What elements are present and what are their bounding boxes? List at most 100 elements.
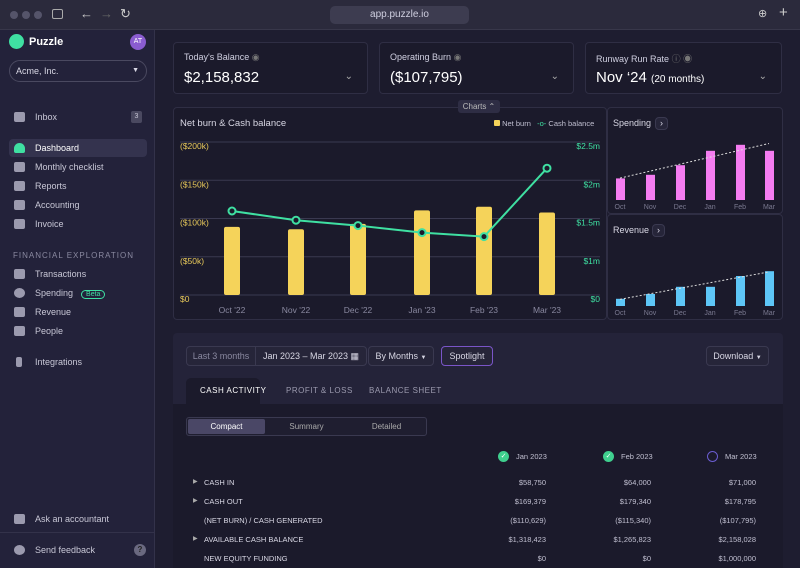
cash-balance-point — [479, 232, 489, 242]
eye-icon: ◉ — [251, 52, 260, 62]
sidebar-item-invoice[interactable]: Invoice — [9, 215, 147, 233]
folder-icon — [14, 200, 25, 210]
legend-swatch-net-burn — [494, 120, 500, 126]
sidebar-item-spending[interactable]: Spending Beta — [9, 284, 147, 302]
caret-down-icon: ▼ — [755, 355, 762, 361]
table-row-label: NEW EQUITY FUNDING — [204, 554, 288, 563]
spending-bar — [616, 178, 625, 200]
spotlight-button[interactable]: Spotlight — [441, 346, 493, 366]
x-tick-label: Oct '22 — [219, 305, 246, 315]
sidebar-item-inbox[interactable]: Inbox 3 — [9, 108, 147, 126]
tab-profit-loss[interactable]: PROFIT & LOSS — [286, 386, 353, 395]
sidebar-item-monthly-checklist[interactable]: Monthly checklist — [9, 158, 147, 176]
sidebar-item-transactions[interactable]: Transactions — [9, 265, 147, 283]
sidebar-item-reports[interactable]: Reports — [9, 177, 147, 195]
url-text: app.puzzle.io — [370, 9, 429, 20]
kpi-value: ($107,795) — [390, 69, 463, 86]
spending-expand-button[interactable]: › — [655, 117, 668, 130]
net-burn-bar — [288, 229, 304, 295]
company-selector[interactable]: Acme, Inc. ▼ — [9, 60, 147, 82]
view-compact[interactable]: Compact — [188, 419, 265, 434]
date-range-picker[interactable]: Jan 2023 – Mar 2023 ▦ — [255, 346, 367, 366]
kpi-card-runway[interactable]: Runway Run Rate ⓘ ◉ Nov ‘24 (20 months) … — [585, 42, 782, 94]
kpi-label: Runway Run Rate ⓘ ◉ — [596, 54, 693, 64]
chart-title: Net burn & Cash balance — [180, 118, 287, 129]
sidebar-item-revenue[interactable]: Revenue — [9, 303, 147, 321]
sidebar-item-accounting[interactable]: Accounting — [9, 196, 147, 214]
tab-balance-sheet[interactable]: BALANCE SHEET — [369, 386, 442, 395]
chevron-down-icon[interactable]: ⌄ — [344, 71, 353, 82]
view-detailed[interactable]: Detailed — [371, 422, 402, 431]
kpi-card-balance[interactable]: Today's Balance ◉ $2,158,832 ⌄ — [173, 42, 368, 94]
x-tick-label: Feb '23 — [470, 305, 498, 315]
sidebar-item-label: Accounting — [35, 200, 80, 210]
expand-row-icon[interactable]: ▶ — [193, 498, 198, 504]
table-cell: $1,265,823 — [613, 535, 651, 544]
chevron-down-icon[interactable]: ⌄ — [550, 71, 559, 82]
cash-balance-point — [542, 163, 552, 173]
chat-icon — [14, 545, 25, 555]
table-cell: $58,750 — [518, 478, 546, 487]
download-icon[interactable]: ⊕ — [758, 8, 768, 20]
cash-icon — [14, 269, 25, 279]
table-cell: $1,000,000 — [718, 554, 756, 563]
legend-label: Net burn — [502, 119, 531, 128]
ask-accountant-link[interactable]: Ask an accountant — [9, 510, 147, 528]
kpi-card-burn[interactable]: Operating Burn ◉ ($107,795) ⌄ — [379, 42, 574, 94]
close-window-button[interactable] — [10, 11, 18, 19]
calendar-icon: ▦ — [350, 351, 360, 361]
charts-toggle-button[interactable]: Charts ⌃ — [458, 100, 500, 113]
sidebar-item-label: Ask an accountant — [35, 514, 110, 524]
dashboard-icon — [14, 143, 25, 153]
minimize-window-button[interactable] — [22, 11, 30, 19]
x-tick-label: Dec '22 — [344, 305, 373, 315]
column-header: Feb 2023 — [621, 452, 653, 461]
expand-row-icon[interactable]: ▶ — [193, 536, 198, 542]
left-tick-label: ($150k) — [180, 179, 209, 189]
sidebar-toggle-icon[interactable] — [52, 9, 63, 19]
address-bar[interactable]: app.puzzle.io — [330, 6, 469, 24]
right-tick-label: $2.5m — [576, 141, 600, 151]
range-preset-button[interactable]: Last 3 months — [186, 346, 256, 366]
tab-cash-activity[interactable]: CASH ACTIVITY — [200, 386, 267, 395]
accountant-icon — [14, 514, 25, 524]
back-icon[interactable]: ← — [80, 6, 93, 21]
in-progress-icon — [707, 451, 718, 462]
forward-icon[interactable]: → — [100, 6, 113, 21]
sidebar-item-people[interactable]: People — [9, 322, 147, 340]
table-row-label[interactable]: CASH IN — [204, 478, 235, 487]
revenue-expand-button[interactable]: › — [652, 224, 665, 237]
new-tab-icon[interactable]: + — [779, 4, 788, 21]
table-cell: $178,795 — [724, 497, 756, 506]
table-cell: $0 — [537, 554, 546, 563]
table-row-label[interactable]: AVAILABLE CASH BALANCE — [204, 535, 304, 544]
sidebar-item-dashboard[interactable]: Dashboard — [9, 139, 147, 157]
table-cell: $0 — [642, 554, 651, 563]
revenue-bar — [616, 298, 625, 306]
table-cell: $2,158,028 — [718, 535, 756, 544]
table-row-label[interactable]: CASH OUT — [204, 497, 243, 506]
download-button[interactable]: Download ▼ — [706, 346, 769, 366]
net-burn-bar — [414, 210, 430, 295]
right-tick-label: $1.5m — [576, 218, 600, 228]
chevron-down-icon[interactable]: ⌄ — [758, 71, 767, 82]
group-by-select[interactable]: By Months ▼ — [368, 346, 434, 366]
avatar[interactable]: AT — [130, 34, 146, 50]
left-tick-label: ($200k) — [180, 141, 209, 151]
flame-icon — [14, 288, 25, 298]
kpi-value: Nov ‘24 (20 months) — [596, 69, 705, 86]
reload-icon[interactable]: ↻ — [120, 6, 131, 21]
x-tick-label: Jan '23 — [408, 305, 435, 315]
expand-row-icon[interactable]: ▶ — [193, 479, 198, 485]
help-button[interactable]: ? — [134, 544, 146, 556]
view-summary[interactable]: Summary — [289, 422, 324, 431]
table-cell: $169,379 — [514, 497, 546, 506]
sidebar-item-label: Spending — [35, 288, 74, 298]
sidebar-item-integrations[interactable]: Integrations — [9, 353, 147, 371]
chart-line-icon — [14, 307, 25, 317]
zoom-window-button[interactable] — [34, 11, 42, 19]
spending-bar — [706, 150, 715, 200]
send-feedback-link[interactable]: Send feedback — [9, 541, 147, 559]
table-cell: $71,000 — [728, 478, 756, 487]
check-icon: ✓ — [603, 451, 614, 462]
